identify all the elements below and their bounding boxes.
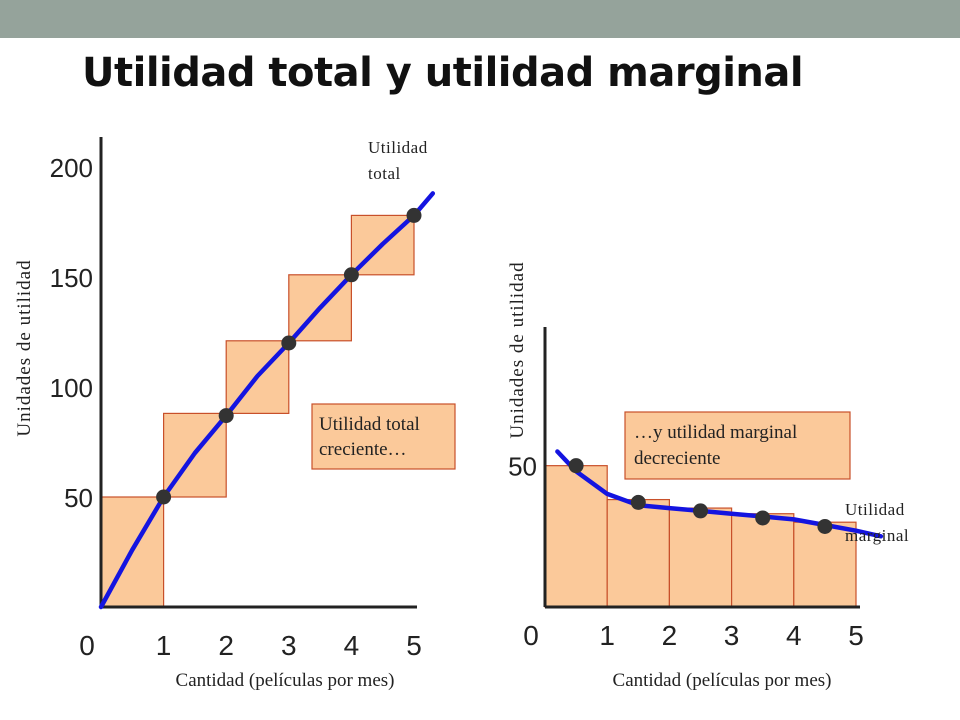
x-axis-label: Cantidad (películas por mes) bbox=[613, 670, 832, 691]
x-tick-label: 2 bbox=[218, 630, 234, 661]
series-label: total bbox=[368, 164, 401, 183]
x-axis-label: Cantidad (películas por mes) bbox=[176, 670, 395, 691]
data-point bbox=[406, 207, 422, 223]
x-tick-label: 4 bbox=[344, 630, 360, 661]
series-label: Utilidad bbox=[368, 138, 428, 157]
x-tick-label: 2 bbox=[662, 620, 678, 651]
y-tick-label: 50 bbox=[64, 483, 93, 513]
annotation-box bbox=[311, 403, 456, 470]
data-point bbox=[218, 408, 234, 424]
x-tick-label: 5 bbox=[406, 630, 422, 661]
x-tick-label: 0 bbox=[523, 620, 539, 651]
y-axis-label: Unidades de utilidad bbox=[14, 259, 35, 436]
annotation-text: creciente… bbox=[319, 439, 407, 460]
y-tick-label: 100 bbox=[50, 373, 93, 403]
x-tick-label: 3 bbox=[724, 620, 740, 651]
x-tick-label: 1 bbox=[156, 630, 172, 661]
y-tick-label: 200 bbox=[50, 153, 93, 183]
annotation-text: decreciente bbox=[634, 448, 720, 469]
y-tick-label: 150 bbox=[50, 263, 93, 293]
top-bar bbox=[0, 0, 960, 38]
utility-bar bbox=[668, 507, 733, 608]
data-point bbox=[693, 503, 708, 519]
utility-bar bbox=[793, 521, 857, 608]
series-label: Utilidad bbox=[845, 500, 905, 519]
page-title: Utilidad total y utilidad marginal bbox=[82, 50, 804, 96]
x-tick-label: 0 bbox=[79, 630, 95, 661]
data-point bbox=[630, 494, 646, 510]
x-tick-label: 1 bbox=[599, 620, 615, 651]
utility-curve bbox=[98, 191, 436, 610]
annotation-text: …y utilidad marginal bbox=[634, 422, 797, 443]
x-tick-label: 4 bbox=[786, 620, 802, 651]
utility-bar bbox=[606, 498, 671, 608]
x-tick-label: 3 bbox=[281, 630, 297, 661]
data-point bbox=[156, 489, 172, 505]
annotation-box bbox=[624, 411, 851, 480]
data-point bbox=[281, 335, 297, 351]
y-tick-label: 50 bbox=[508, 452, 537, 482]
data-point bbox=[568, 458, 584, 474]
data-point bbox=[343, 267, 359, 283]
y-axis-label: Unidades de utilidad bbox=[507, 261, 528, 438]
annotation-text: Utilidad total bbox=[319, 414, 420, 435]
x-tick-label: 5 bbox=[848, 620, 864, 651]
data-point bbox=[755, 510, 771, 526]
utility-bar bbox=[730, 513, 795, 608]
data-point bbox=[817, 518, 833, 534]
series-label: marginal bbox=[845, 526, 909, 545]
